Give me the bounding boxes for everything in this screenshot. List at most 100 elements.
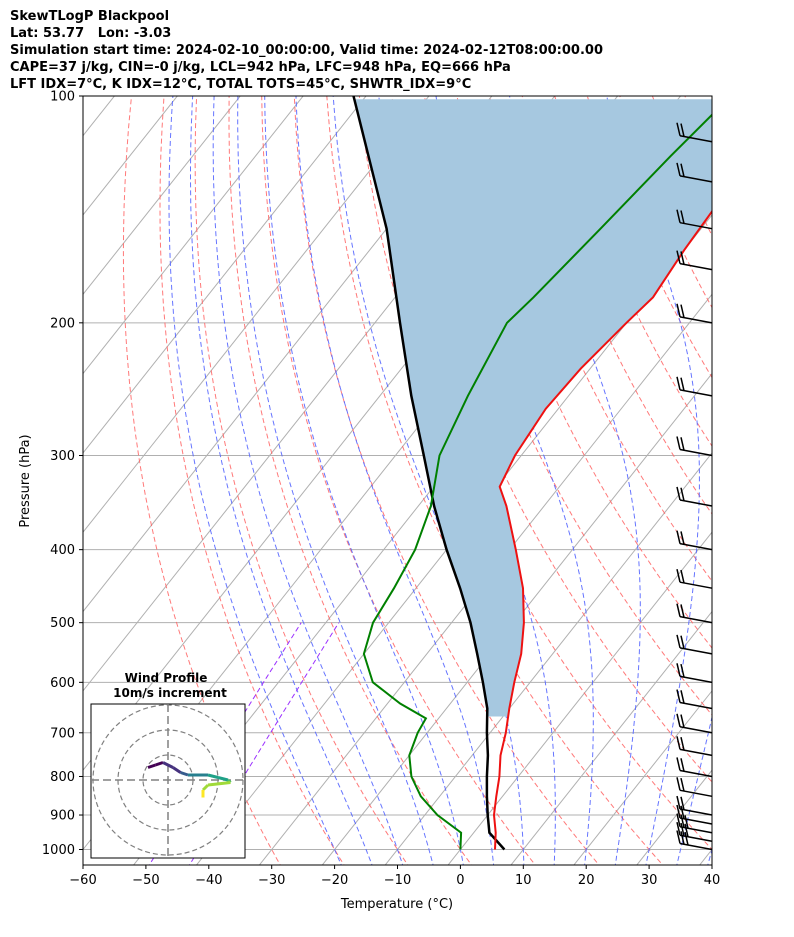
y-tick-label: 700: [50, 726, 75, 741]
wind-barb-flag: [676, 795, 681, 810]
y-tick-label: 100: [50, 90, 75, 105]
y-tick-label: 500: [50, 616, 75, 631]
title-line-2: Lat: 53.77 Lon: -3.03: [10, 26, 172, 41]
hodograph-trace-segment: [172, 766, 182, 774]
x-tick-label: −50: [132, 873, 159, 888]
wind-barb-flag: [676, 830, 681, 844]
x-tick-label: 40: [704, 873, 721, 888]
moist-adiabat-line: [237, 96, 434, 865]
hodograph-trace-segment: [207, 773, 219, 779]
wind-barb-flag: [676, 634, 681, 649]
wind-barb-flag: [680, 822, 685, 837]
wind-barb-flag: [676, 436, 681, 450]
wind-barb-flag: [676, 757, 681, 771]
wind-barb-flag: [680, 777, 685, 792]
isotherm-line: [83, 96, 241, 296]
wind-barb-flag: [680, 304, 685, 318]
isotherm-line: [83, 96, 367, 454]
wind-barb-staff: [679, 389, 713, 397]
wind-barb-flag: [676, 813, 681, 827]
y-tick-label: 1000: [42, 843, 75, 858]
isotherm-line: [83, 96, 178, 216]
wind-barb-flag: [680, 736, 685, 751]
temperature-profile-line: [492, 209, 712, 850]
wind-barb-flag: [680, 796, 685, 810]
title-line-1: SkewTLogP Blackpool: [10, 9, 170, 24]
x-axis-label: Temperature (°C): [340, 897, 453, 912]
hodograph-trace-segment: [155, 761, 164, 767]
wind-barb-flag: [680, 487, 685, 501]
isotherm-line: [510, 610, 712, 865]
wind-barb-flag: [680, 210, 685, 224]
wind-barb-flag: [680, 437, 685, 451]
y-axis-label: Pressure (hPa): [18, 434, 33, 527]
wind-barb-flag: [680, 163, 685, 177]
wind-barb-flag: [676, 303, 681, 317]
isotherm-line: [258, 293, 712, 865]
wind-barb-flag: [680, 805, 685, 819]
wind-barb-flag: [680, 569, 685, 584]
moist-adiabat-line: [509, 96, 641, 865]
dry-adiabat-line: [456, 96, 712, 649]
y-tick-label: 200: [50, 316, 75, 331]
isotherm-line: [83, 96, 430, 534]
hodograph-trace-segment: [217, 776, 229, 782]
hodograph-trace-segment: [207, 781, 231, 787]
wind-barb-flag: [680, 251, 685, 265]
x-tick-label: 0: [456, 873, 464, 888]
wind-barb-staff: [679, 817, 713, 825]
wind-barb-staff: [679, 825, 713, 834]
title-line-3: Simulation start time: 2024-02-10_00:00:…: [10, 43, 603, 58]
dry-adiabat-line: [424, 96, 712, 716]
wind-barb-flag: [676, 603, 681, 617]
hodograph-trace-segment: [180, 771, 189, 777]
x-tick-label: −60: [69, 873, 96, 888]
wind-barb-flag: [680, 635, 685, 649]
wind-barb-staff: [679, 262, 713, 271]
wind-barb-flag: [676, 486, 681, 501]
hodograph-trace-segment: [201, 783, 210, 792]
wind-barb-flag: [680, 604, 685, 618]
wind-barb-flag: [676, 569, 681, 583]
wind-barb-flag: [680, 690, 685, 704]
wind-barb-staff: [679, 175, 713, 183]
wind-barb-staff: [679, 581, 713, 589]
wind-barb-flag: [676, 250, 681, 264]
wind-barb-flag: [676, 804, 681, 819]
wind-barb-flag: [680, 714, 685, 728]
x-tick-label: −40: [195, 873, 222, 888]
x-tick-label: −10: [384, 873, 411, 888]
wind-barb-staff: [679, 842, 713, 851]
x-tick-label: 20: [578, 873, 595, 888]
x-tick-label: 30: [641, 873, 658, 888]
hodograph-inset: Wind Profile 10m/s increment: [90, 671, 246, 859]
cape-area: [354, 99, 712, 717]
x-tick-label: 10: [515, 873, 532, 888]
wind-barb-flag: [676, 530, 681, 544]
wind-barb-staff: [679, 499, 713, 507]
y-tick-label: 900: [50, 809, 75, 824]
hodograph-subtitle: 10m/s increment: [113, 686, 227, 700]
wind-barb-staff: [679, 748, 713, 757]
dewpoint-profile-line: [362, 113, 712, 850]
wind-barb-staff: [679, 701, 713, 710]
y-tick-label: 400: [50, 543, 75, 558]
wind-barb-flag: [676, 713, 681, 727]
wind-barb-staff: [679, 615, 713, 624]
moist-adiabat-line: [212, 96, 404, 865]
moist-adiabat-line: [295, 96, 495, 865]
moist-adiabat-line: [707, 847, 712, 865]
dry-adiabat-line: [718, 96, 794, 869]
dry-adiabat-line: [750, 96, 794, 869]
isotherm-line: [573, 690, 712, 865]
dry-adiabat-line: [122, 96, 281, 865]
wind-barb-staff: [679, 316, 713, 324]
wind-barb-flag: [680, 377, 685, 391]
moist-adiabat-line: [168, 96, 342, 865]
title-line-4: CAPE=37 j/kg, CIN=-0 j/kg, LCL=942 hPa, …: [10, 60, 511, 75]
wind-barb-staff: [679, 808, 713, 816]
dry-adiabat-line: [261, 96, 536, 865]
wind-barb-flag: [684, 831, 689, 846]
parcel-profile-line: [352, 96, 506, 851]
